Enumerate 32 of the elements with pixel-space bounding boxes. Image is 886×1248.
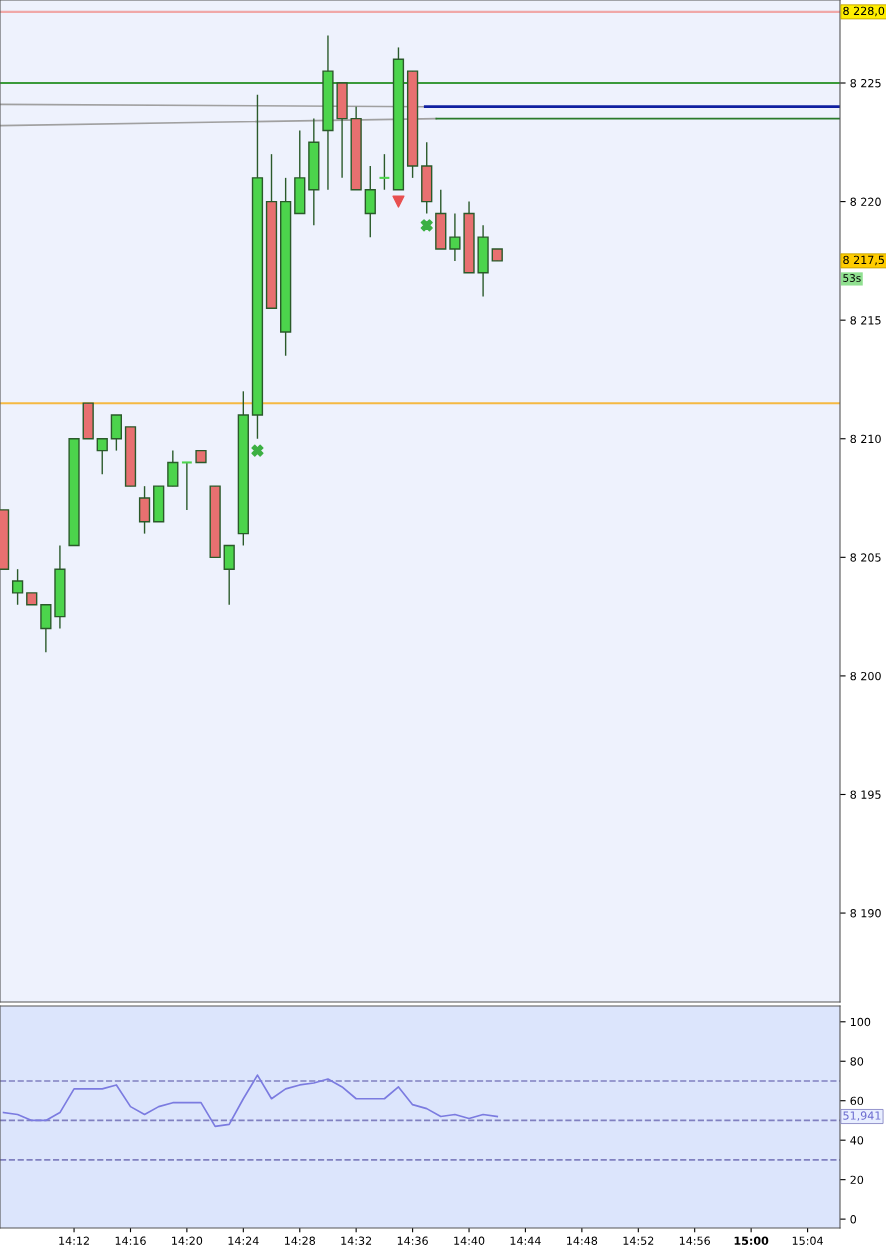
y-tick-label: 8 210 <box>850 434 881 444</box>
y-tick-label: 80 <box>850 1057 864 1066</box>
text: 53s <box>843 274 861 282</box>
y-tick-label: 20 <box>850 1175 864 1185</box>
x-tick-label: 14:56 <box>679 1236 710 1245</box>
x-tick-label: 15:00 <box>734 1236 769 1245</box>
text: 51,941 <box>843 1111 881 1121</box>
y-tick-label: 8 190 <box>850 909 881 918</box>
x-tick-label: 14:16 <box>115 1236 146 1245</box>
y-tick-label: 100 <box>850 1017 871 1027</box>
x-tick-label: 14:20 <box>172 1236 203 1245</box>
y-tick-label: 60 <box>850 1096 864 1106</box>
x-tick-label: 14:48 <box>567 1236 598 1245</box>
x-tick-label: 15:04 <box>792 1236 823 1245</box>
y-tick-label: 8 215 <box>850 316 881 325</box>
x-tick-label: 14:44 <box>510 1236 541 1245</box>
x-tick-label: 14:24 <box>228 1236 259 1245</box>
text: 8 217,5 <box>843 255 884 266</box>
ref-line-label: 8 228,0 <box>843 6 885 17</box>
x-tick-label: 14:40 <box>454 1236 485 1245</box>
x-tick-label: 14:52 <box>623 1236 654 1245</box>
y-tick-label: 40 <box>850 1136 864 1145</box>
y-tick-label: 0 <box>850 1215 857 1224</box>
y-tick-label: 8 225 <box>850 78 881 88</box>
x-tick-label: 14:12 <box>59 1236 89 1245</box>
y-tick-label: 8 205 <box>850 553 881 562</box>
x-tick-label: 14:28 <box>284 1236 316 1245</box>
y-tick-label: 8 195 <box>850 790 881 799</box>
x-tick-label: 14:32 <box>341 1236 372 1245</box>
y-tick-label: 8 220 <box>850 197 881 206</box>
y-tick-label: 8 200 <box>850 671 881 681</box>
x-tick-label: 14:36 <box>397 1236 428 1245</box>
